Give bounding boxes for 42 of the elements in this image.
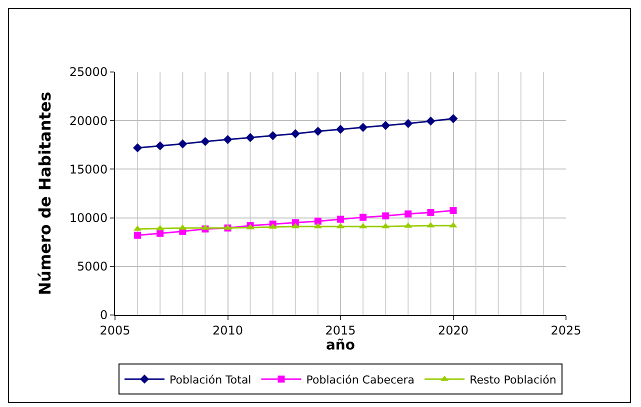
x-axis-title: año	[326, 337, 356, 354]
y-tick-label: 5000	[77, 260, 108, 274]
point	[426, 116, 436, 126]
x-tick-label: 2010	[212, 323, 244, 338]
point	[360, 214, 367, 221]
point	[313, 126, 322, 136]
point	[156, 224, 164, 230]
point	[381, 120, 390, 130]
x-tick-label: 2020	[438, 323, 469, 338]
point	[133, 143, 142, 152]
y-tick-label: 10000	[69, 211, 108, 225]
point	[223, 135, 232, 144]
point	[450, 207, 457, 214]
point	[337, 216, 344, 223]
legend-label: Población Cabecera	[306, 373, 415, 386]
x-tick-label: 2005	[100, 323, 130, 338]
point	[290, 129, 300, 138]
point	[134, 225, 142, 231]
point	[178, 139, 188, 148]
point	[246, 133, 255, 142]
point	[427, 208, 434, 216]
x-tick-label: 2015	[325, 323, 356, 338]
point	[358, 122, 368, 132]
point	[134, 232, 142, 239]
y-tick-label: 25000	[69, 65, 108, 80]
point	[404, 118, 413, 128]
legend-label: Resto Población	[470, 373, 556, 386]
point	[404, 210, 412, 218]
point	[382, 212, 390, 220]
point	[336, 124, 346, 134]
point	[314, 218, 322, 225]
x-tick-label: 2025	[550, 323, 582, 338]
legend-label: Población Total	[170, 373, 252, 386]
y-tick-label: 20000	[69, 114, 108, 128]
point	[268, 131, 278, 140]
y-tick-label: 15000	[69, 162, 108, 176]
point	[156, 141, 165, 150]
point	[156, 230, 164, 237]
y-tick-label: 0	[100, 308, 108, 322]
point	[200, 136, 210, 146]
y-axis-title: Número de Habitantes	[35, 92, 54, 296]
point	[448, 114, 458, 124]
